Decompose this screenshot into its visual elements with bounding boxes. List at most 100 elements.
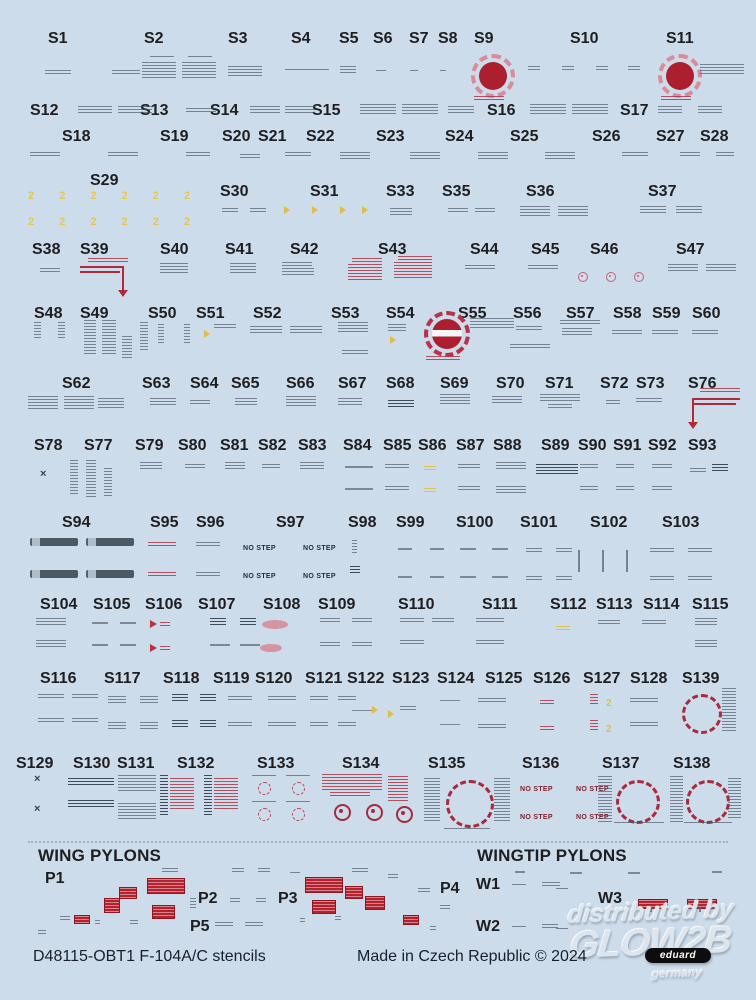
microtext [130, 920, 138, 925]
microtext [390, 208, 412, 216]
microtext [72, 718, 98, 724]
microtext [728, 778, 741, 820]
microtext [60, 916, 70, 920]
stencil-label-s78: S78 [34, 437, 63, 454]
red-roundel-decal-s9 [471, 54, 515, 98]
stencil-label-s136: S136 [522, 755, 560, 772]
microtext [108, 722, 126, 730]
stencil-label-s138: S138 [673, 755, 711, 772]
probe-bar-decal [30, 538, 78, 546]
microtext [40, 268, 60, 273]
microtext [424, 778, 440, 822]
distributor-watermark-country: germany [651, 965, 703, 981]
microtext [475, 208, 495, 214]
microtext [556, 576, 572, 581]
stencil-label-s59: S59 [652, 305, 681, 322]
microtext [158, 324, 164, 344]
microtext [640, 206, 666, 214]
line-decal [240, 644, 260, 646]
microtext [526, 548, 542, 553]
yellow-arrow-decal [390, 336, 396, 344]
pink-oval-decal [262, 620, 288, 629]
microtext [28, 396, 58, 410]
stencil-label-s129: S129 [16, 755, 54, 772]
stencil-label-s6: S6 [373, 30, 393, 47]
yellow-arrow-decal [340, 206, 346, 214]
stencil-label-s19: S19 [160, 128, 189, 145]
red-placard-decal [638, 899, 668, 909]
stencil-label-s85: S85 [383, 437, 412, 454]
microtext-red [88, 258, 128, 263]
microtext [616, 464, 634, 469]
stencil-label-s17: S17 [620, 102, 649, 119]
stencil-label-s7: S7 [409, 30, 429, 47]
red-arrow-decal [122, 266, 124, 290]
microtext [688, 548, 712, 554]
microtext-red [160, 622, 170, 626]
stencil-label-s121: S121 [305, 670, 343, 687]
microtext [652, 464, 672, 469]
pylon-label-p1: P1 [45, 870, 65, 887]
microtext [700, 64, 744, 76]
microtext [614, 822, 664, 825]
microtext [36, 640, 66, 648]
pylon-label-p4: P4 [440, 880, 460, 897]
microtext [78, 106, 112, 114]
microtext [230, 898, 240, 902]
microtext [512, 926, 526, 929]
microtext [150, 398, 176, 406]
microtext [650, 548, 674, 554]
stencil-label-s21: S21 [258, 128, 287, 145]
microtext [630, 722, 658, 727]
microtext [494, 778, 510, 822]
microtext [562, 328, 592, 336]
stencil-label-s128: S128 [630, 670, 668, 687]
line-decal [430, 576, 444, 578]
dashed-circle-decal [258, 808, 271, 821]
microtext [320, 618, 340, 624]
microtext [512, 884, 526, 887]
microtext [160, 263, 188, 273]
stencil-label-s103: S103 [662, 514, 700, 531]
stencil-label-s93: S93 [688, 437, 717, 454]
microtext [228, 722, 252, 727]
red-circle-dot-decal [606, 272, 616, 282]
microtext [516, 326, 542, 332]
stencil-label-s139: S139 [682, 670, 720, 687]
microtext [352, 868, 368, 872]
microtext [430, 926, 436, 930]
microtext [252, 801, 276, 804]
line-decal [460, 576, 476, 578]
microtext [580, 464, 598, 469]
stencil-label-s131: S131 [117, 755, 155, 772]
stencil-label-s112: S112 [550, 596, 587, 613]
stencil-label-s133: S133 [257, 755, 295, 772]
stencil-label-s71: S71 [545, 375, 574, 392]
microtext [172, 694, 188, 702]
microtext [250, 208, 266, 213]
microtext [418, 888, 430, 892]
line-decal [120, 644, 136, 646]
microtext [285, 69, 329, 72]
microtext-red [398, 256, 432, 261]
microtext [186, 152, 210, 158]
red-placard-decal [687, 899, 717, 909]
stencil-label-s25: S25 [510, 128, 539, 145]
microtext [185, 464, 205, 470]
yellow-arrow-decal [204, 330, 210, 338]
microtext [258, 868, 270, 873]
microtext [70, 460, 78, 494]
microtext [510, 344, 550, 348]
microtext [108, 696, 126, 704]
microtext [95, 920, 100, 926]
red-placard-decal [305, 877, 343, 893]
pylon-label-w1: W1 [476, 876, 500, 893]
microtext-red [700, 388, 740, 394]
wingtip-pylons-title: WINGTIP PYLONS [477, 846, 627, 865]
microtext [400, 618, 424, 624]
microtext [286, 801, 310, 804]
line-decal [345, 488, 373, 490]
stencil-label-s37: S37 [648, 183, 677, 200]
microtext [342, 350, 368, 355]
line-decal [345, 466, 373, 468]
